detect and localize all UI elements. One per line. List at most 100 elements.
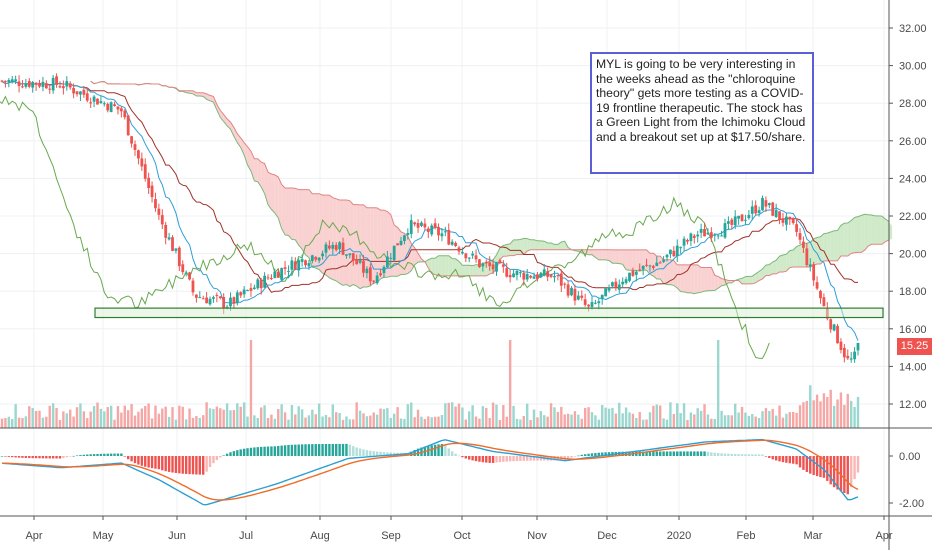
candle-body — [709, 232, 713, 238]
candle-body — [379, 273, 382, 276]
cloud-segment — [810, 238, 814, 267]
volume-bar — [768, 410, 771, 428]
cloud-segment — [551, 243, 555, 250]
cloud-segment — [793, 246, 797, 267]
cloud-segment — [281, 184, 286, 235]
macd-histogram-bar — [167, 456, 171, 472]
candle-body — [194, 294, 198, 298]
volume-bar — [764, 408, 768, 428]
macd-histogram-bar — [109, 453, 113, 456]
macd-histogram-bar — [328, 443, 331, 456]
candle-body — [109, 102, 113, 113]
macd-histogram-bar — [99, 453, 103, 456]
macd-histogram-bar — [734, 454, 737, 456]
candle-body — [423, 223, 427, 228]
macd-histogram-bar — [287, 445, 290, 456]
macd-histogram-bar — [82, 454, 86, 456]
macd-histogram-bar — [249, 447, 253, 456]
volume-bar — [464, 419, 468, 428]
macd-histogram-bar — [713, 452, 716, 456]
volume-bar — [662, 418, 665, 428]
volume-bar — [604, 407, 607, 428]
volume-bar — [809, 385, 812, 428]
price-axis: 12.00 14.00 16.00 18.00 20.00 22.00 24.00 26.00… — [889, 23, 927, 510]
volume-bar — [280, 404, 283, 428]
volume-bar — [450, 402, 454, 428]
volume-bar — [7, 416, 11, 428]
candle-body — [508, 275, 512, 278]
candle-body — [338, 242, 342, 250]
macd-histogram-bar — [365, 450, 369, 456]
candle-body — [754, 205, 758, 214]
candle-body — [177, 247, 181, 267]
cloud-segment — [220, 110, 224, 122]
candle-body — [559, 273, 563, 286]
volume-bar — [123, 405, 126, 428]
cloud-segment — [827, 232, 831, 261]
macd-histogram-bar — [164, 456, 167, 472]
candle-body — [34, 82, 38, 85]
cloud-segment — [377, 207, 381, 283]
macd-histogram-bar — [774, 456, 778, 461]
cloud-segment — [472, 264, 477, 276]
macd-histogram-bar — [103, 453, 106, 456]
candle-body — [58, 86, 62, 88]
cloud-segment — [759, 268, 763, 281]
candle-body — [819, 290, 822, 299]
volume-bar — [263, 405, 266, 428]
time-axis: Apr May Jun Jul Aug Sep Oct Nov Dec 2020 Feb Mar Apr — [25, 516, 893, 542]
cloud-segment — [523, 238, 528, 255]
macd-histogram-bar — [355, 447, 358, 456]
macd-histogram-bar — [768, 456, 771, 459]
cloud-segment — [244, 142, 248, 165]
cloud-segment — [885, 218, 889, 242]
candle-body — [815, 282, 819, 289]
macd-histogram-bar — [788, 456, 791, 464]
volume-bar — [672, 414, 676, 428]
volume-bar — [669, 402, 672, 428]
volume-bar — [4, 418, 7, 428]
candle-body — [733, 216, 737, 226]
candle-body — [212, 297, 215, 299]
cloud-segment — [254, 158, 258, 182]
macd-histogram-bar — [314, 444, 317, 456]
candle-body — [699, 228, 703, 233]
candle-body — [784, 216, 788, 225]
volume-bar — [621, 413, 624, 428]
cloud-segment — [397, 227, 402, 277]
candle-body — [290, 260, 294, 270]
candle-body — [229, 297, 232, 307]
cloud-segment — [823, 233, 828, 261]
candle-body — [440, 233, 444, 237]
volume-bar — [693, 414, 696, 428]
candle-body — [348, 253, 352, 256]
macd-histogram-bar — [232, 451, 236, 456]
volume-bar — [529, 419, 532, 428]
candle-body — [154, 199, 157, 209]
candle-body — [266, 277, 270, 279]
volume-bar — [0, 418, 4, 428]
senkou-span-b-line — [90, 80, 889, 285]
macd-histogram-bar — [573, 456, 577, 457]
cloud-segment — [636, 249, 640, 272]
candle-body — [375, 275, 379, 284]
price-tick-label: 28.00 — [899, 98, 927, 110]
candle-body — [341, 242, 345, 255]
cloud-segment — [626, 249, 630, 271]
volume-bar — [795, 412, 798, 428]
cloud-segment — [629, 249, 633, 271]
candle-body — [171, 237, 174, 251]
volume-bar — [543, 415, 546, 428]
macd-histogram-bar — [491, 456, 495, 463]
candle-body — [396, 243, 400, 246]
macd-histogram-bar — [205, 456, 208, 472]
cloud-segment — [274, 174, 279, 218]
cloud-segment — [834, 230, 838, 261]
volume-bar — [34, 411, 38, 428]
volume-bar — [362, 413, 365, 428]
macd-histogram-bar — [154, 456, 157, 469]
cloud-segment — [210, 95, 214, 103]
macd-histogram-bar — [11, 456, 14, 458]
candle-body — [41, 81, 45, 87]
volume-bar — [628, 412, 631, 428]
